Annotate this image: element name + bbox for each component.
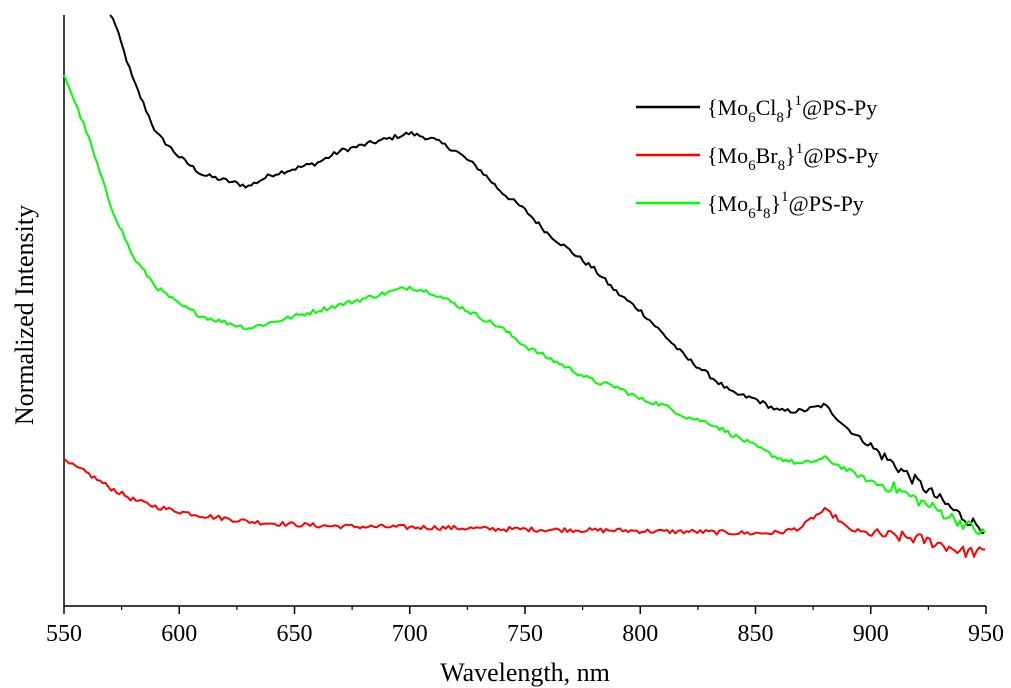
x-axis-title: Wavelength, nm bbox=[440, 658, 610, 687]
series-line-1 bbox=[109, 14, 985, 534]
x-tick-label: 900 bbox=[853, 621, 889, 647]
plot-area: 550 600 650 700 750 800 850 900 950 bbox=[46, 14, 1004, 647]
legend: {Mo6Cl8}1@PS-Py {Mo6Br8}1@PS-Py {Mo6I8}1@P… bbox=[636, 93, 878, 222]
series-lines bbox=[63, 14, 986, 558]
x-axis-ticks: 550 600 650 700 750 800 850 900 950 bbox=[46, 606, 1004, 647]
x-tick-label: 800 bbox=[622, 621, 658, 647]
legend-label-3: {Mo6I8}1@PS-Py bbox=[707, 189, 864, 222]
legend-label-1: {Mo6Cl8}1@PS-Py bbox=[707, 93, 877, 126]
x-tick-label: 650 bbox=[277, 621, 313, 647]
legend-label-2: {Mo6Br8}1@PS-Py bbox=[707, 141, 878, 174]
y-axis-title: Normalized Intensity bbox=[10, 205, 39, 425]
x-tick-label: 850 bbox=[738, 621, 774, 647]
series-line-2 bbox=[63, 458, 986, 558]
x-tick-label: 750 bbox=[507, 621, 543, 647]
x-tick-label: 600 bbox=[161, 621, 197, 647]
series-line-3 bbox=[63, 74, 986, 535]
x-tick-label: 950 bbox=[968, 621, 1004, 647]
x-tick-label: 700 bbox=[392, 621, 428, 647]
x-tick-label: 550 bbox=[46, 621, 82, 647]
